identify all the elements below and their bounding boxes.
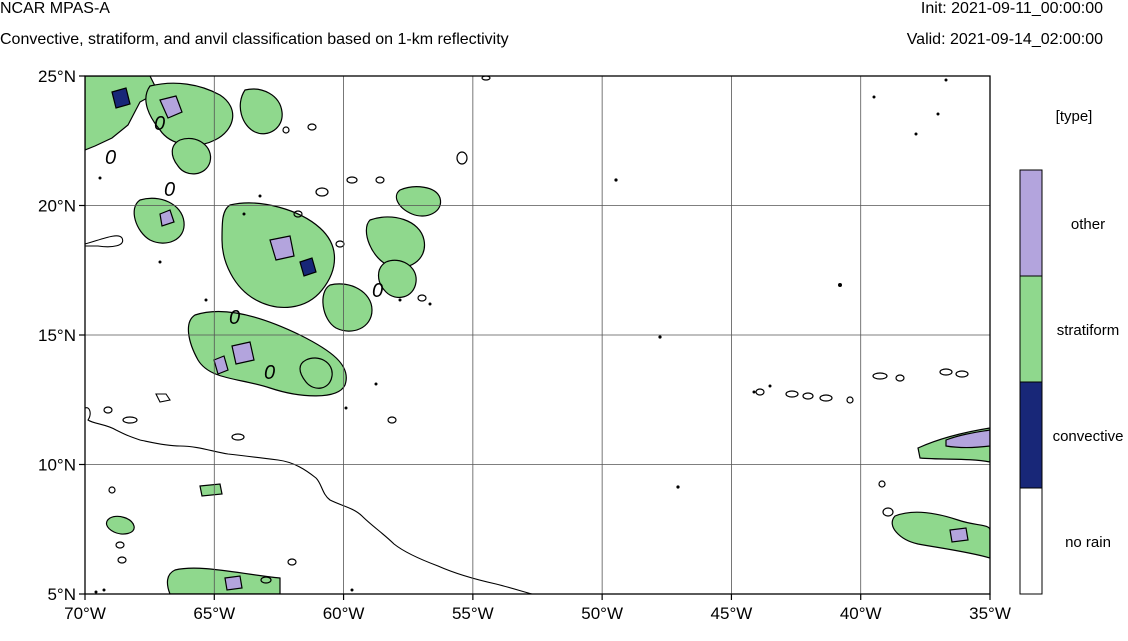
graticule — [85, 76, 990, 594]
lon-tick-label: 70°W — [64, 604, 106, 623]
init-time-label: Init: 2021-09-11_00:00:00 — [920, 0, 1103, 17]
lon-tick-label: 40°W — [840, 604, 882, 623]
contour-dots — [94, 78, 948, 594]
lat-tick-label: 20°N — [38, 197, 76, 216]
valid-time-label: Valid: 2021-09-14_02:00:00 — [906, 31, 1103, 48]
legend-title: [type] — [1056, 108, 1093, 125]
contour-label: 0 — [105, 147, 116, 169]
legend-label: stratiform — [1057, 322, 1120, 339]
contour-label: 0 — [229, 307, 240, 329]
stratiform-region — [299, 357, 333, 389]
contour-labels: 0 0 0 0 0 0 — [105, 113, 383, 384]
convective-region — [111, 87, 131, 109]
map-canvas: 0 0 0 0 0 0 — [85, 76, 990, 594]
stratiform-region — [105, 515, 135, 535]
legend-colorbar: other stratiform convective no rain — [1019, 169, 1124, 595]
legend-label: convective — [1053, 428, 1124, 445]
stratiform-region — [365, 216, 426, 269]
contour-cells — [103, 76, 969, 584]
lon-tick-label: 35°W — [969, 604, 1011, 623]
stratiform-region — [85, 76, 159, 151]
stratiform-region — [166, 567, 281, 594]
stratiform-region — [322, 283, 373, 332]
stratiform-region — [133, 197, 185, 244]
legend-swatch — [1019, 381, 1043, 489]
other-region — [945, 429, 990, 449]
coastline-south-america — [85, 407, 533, 594]
contour-label: 0 — [372, 280, 383, 302]
lon-tick-label: 60°W — [323, 604, 365, 623]
contour-label: 0 — [264, 362, 275, 384]
other-region — [949, 527, 969, 543]
other-region — [231, 341, 255, 365]
legend-swatch — [1019, 169, 1043, 277]
other-region — [159, 95, 183, 119]
legend-label: other — [1071, 216, 1105, 233]
stratiform-region — [199, 483, 223, 497]
contour-label: 0 — [154, 113, 165, 135]
lon-tick-label: 65°W — [193, 604, 235, 623]
lat-tick-label: 5°N — [47, 585, 76, 604]
lon-tick-label: 50°W — [581, 604, 623, 623]
other-region — [213, 355, 229, 375]
legend: [type] other stratiform convective no rain — [1019, 108, 1124, 595]
coastlines — [85, 235, 533, 594]
contour-label: 0 — [164, 179, 175, 201]
other-region — [159, 209, 175, 227]
other-region — [269, 235, 295, 261]
coastline-island — [155, 393, 171, 403]
plot-title: NCAR MPAS-A — [0, 0, 110, 17]
lat-tick-label: 10°N — [38, 456, 76, 475]
precip-field — [85, 76, 990, 594]
lat-tick-label: 25°N — [38, 67, 76, 86]
convective-region — [299, 257, 317, 277]
stratiform-region — [891, 511, 990, 559]
coastline-hispaniola — [85, 235, 124, 248]
legend-swatch — [1019, 487, 1043, 595]
lon-tick-label: 55°W — [452, 604, 494, 623]
stratiform-region — [377, 259, 417, 299]
legend-label: no rain — [1065, 534, 1111, 551]
map-axes: 70°W 65°W 60°W 55°W 50°W 45°W 40°W 35°W 25°N 20°N… — [38, 67, 1011, 623]
lon-tick-label: 45°W — [711, 604, 753, 623]
plot-subtitle: Convective, stratiform, and anvil classi… — [0, 31, 509, 48]
stratiform-region — [171, 137, 212, 175]
legend-swatch — [1019, 275, 1043, 383]
other-region — [224, 575, 243, 591]
stratiform-region — [239, 88, 283, 135]
stratiform-region — [395, 186, 442, 217]
lat-tick-label: 15°N — [38, 326, 76, 345]
